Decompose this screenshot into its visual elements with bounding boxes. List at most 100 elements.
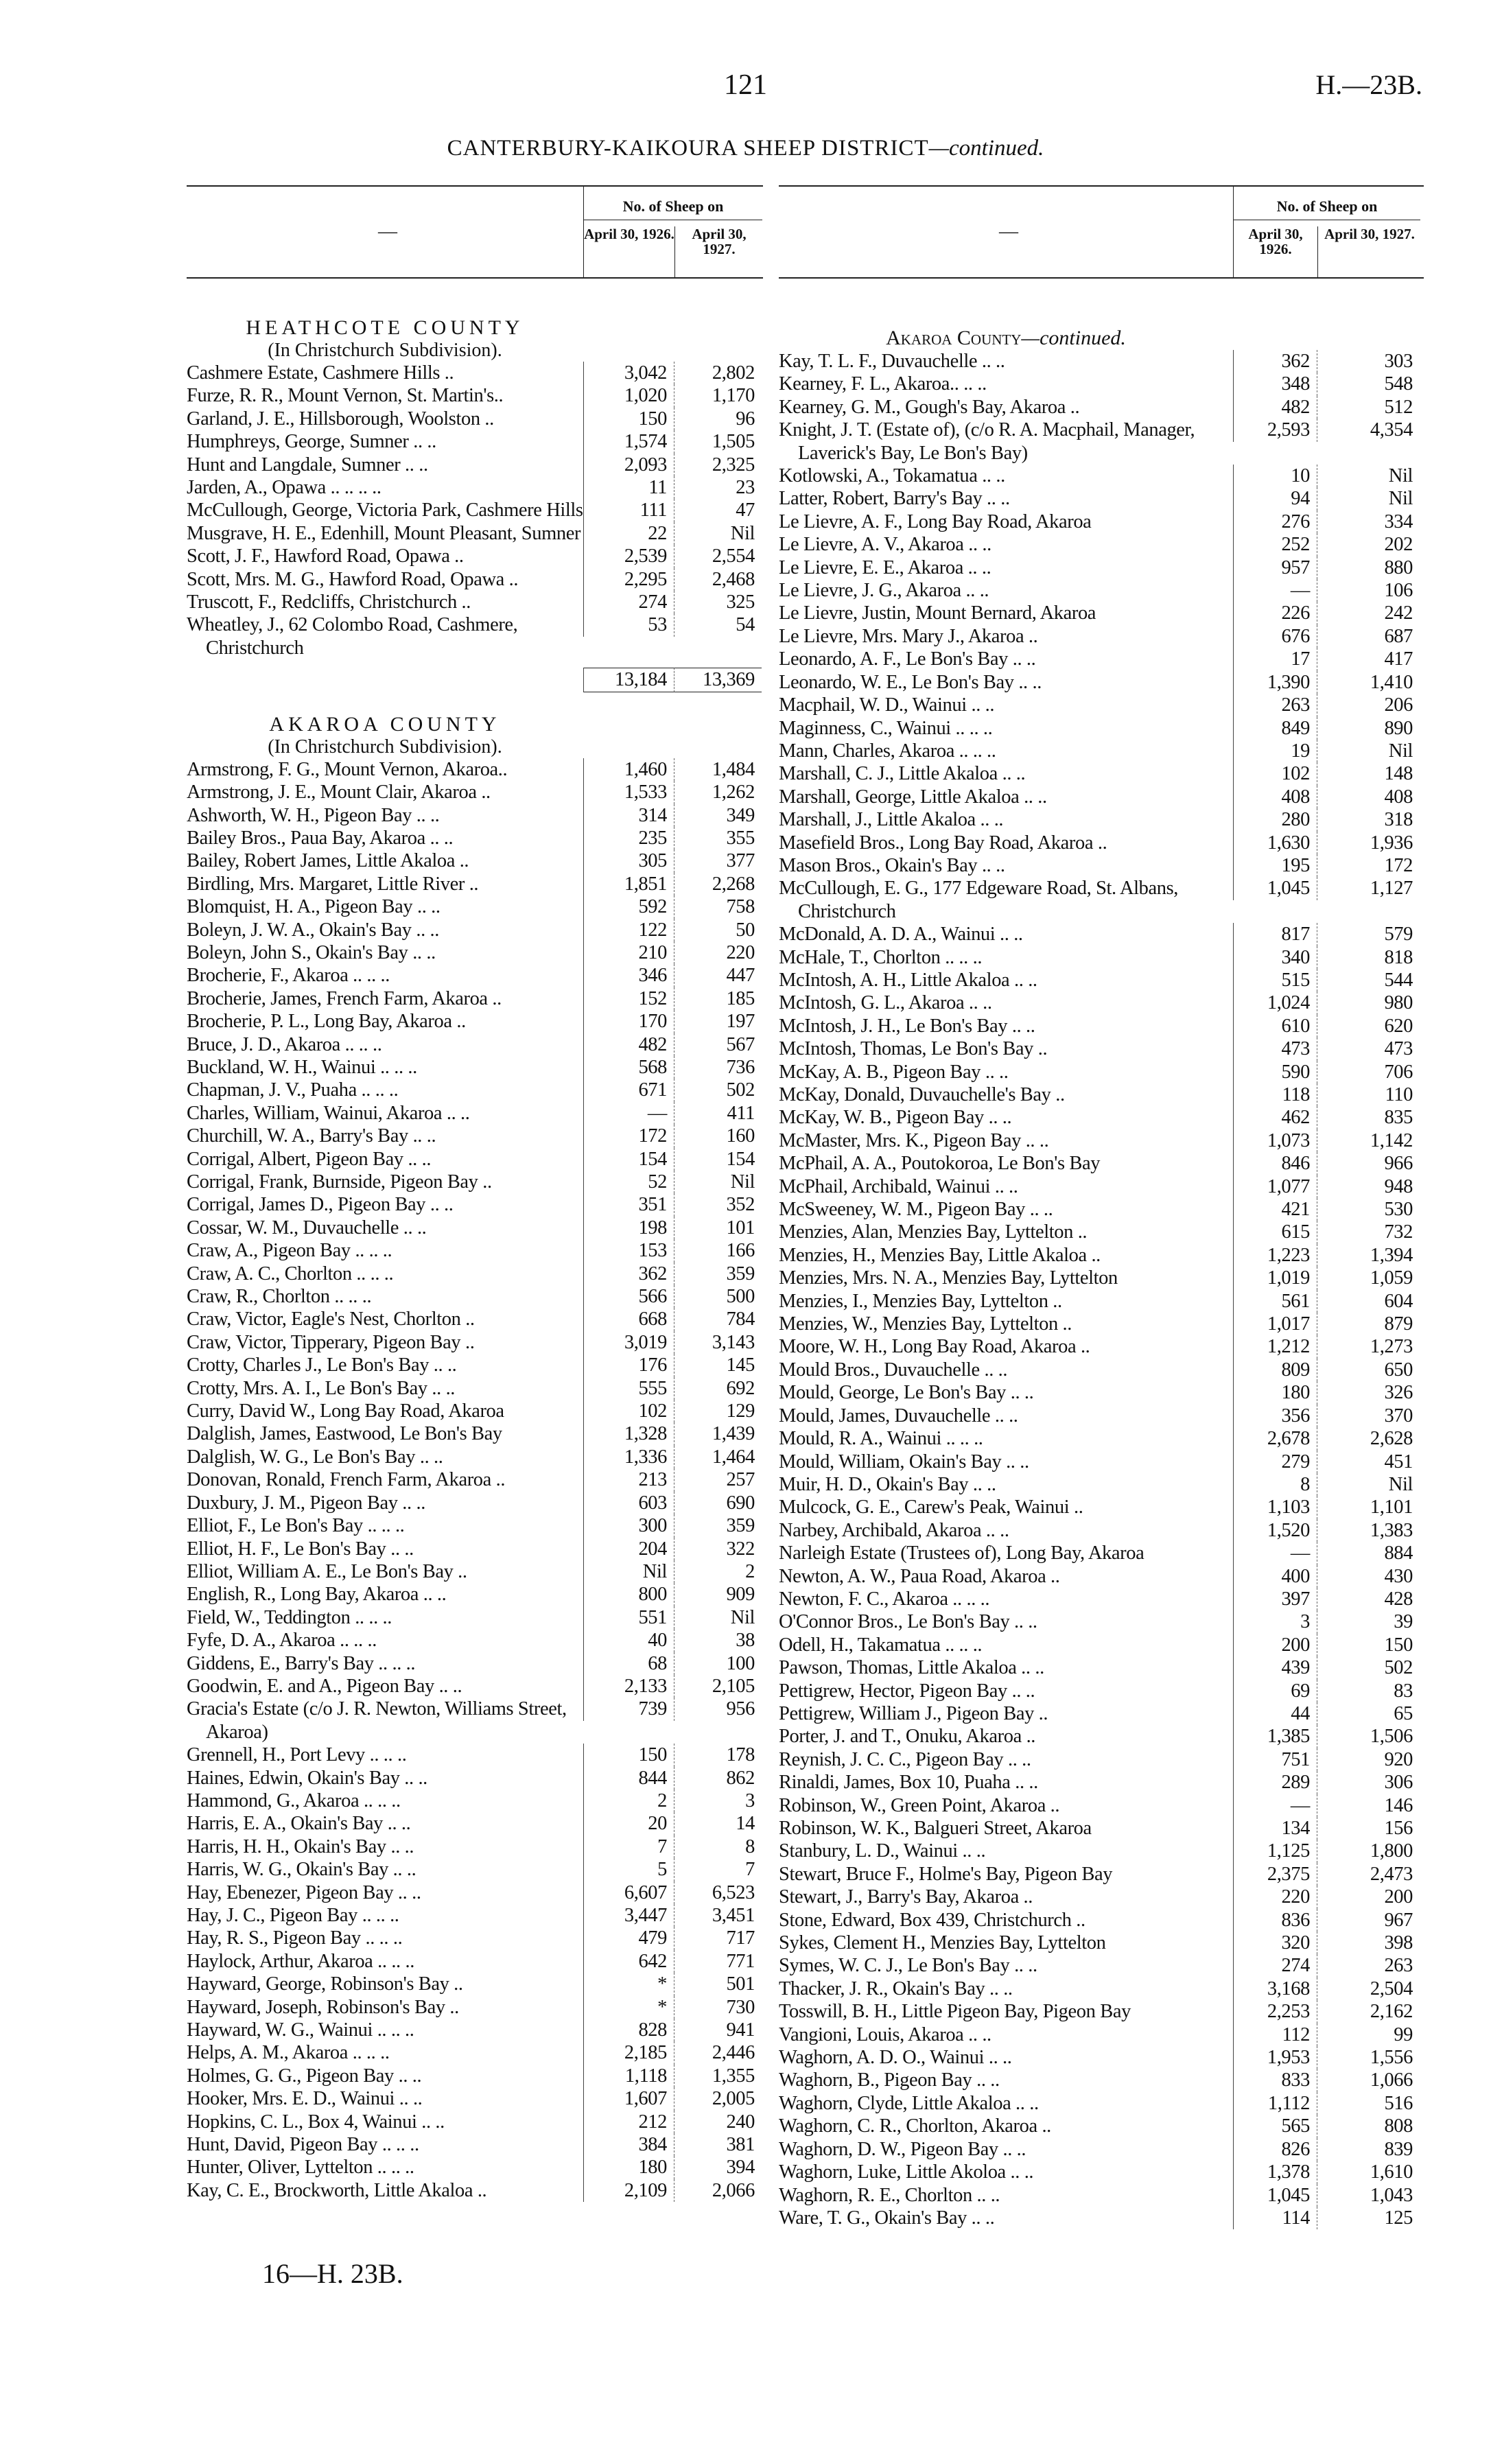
sheep-1926: 566 — [583, 1285, 674, 1309]
owner-name: Hooker, Mrs. E. D., Wainui .. .. — [187, 2088, 423, 2110]
owner-name: Hunt and Langdale, Sumner .. .. — [187, 454, 428, 476]
table-row: McIntosh, J. H., Le Bon's Bay .. .. 610 62… — [779, 1014, 1424, 1038]
sheep-1926: 198 — [583, 1216, 674, 1240]
owner-name: Holmes, G. G., Pigeon Bay .. .. — [187, 2065, 422, 2087]
sheep-1927: 1,439 — [674, 1422, 762, 1446]
sheep-1926: 112 — [1233, 2023, 1317, 2047]
table-row: Bailey, Robert James, Little Akaloa .. 30… — [187, 849, 763, 873]
sheep-1927: 2 — [674, 1560, 762, 1584]
owner-name: Hopkins, C. L., Box 4, Wainui .. .. — [187, 2111, 445, 2133]
table-row: Waghorn, A. D. O., Wainui .. .. 1,953 1,55… — [779, 2046, 1424, 2069]
sheep-1926: 515 — [1233, 968, 1317, 992]
sheep-1927: 530 — [1317, 1198, 1420, 1221]
table-row: Jarden, A., Opawa .. .. .. .. 11 23 — [187, 476, 763, 500]
table-row: Menzies, Mrs. N. A., Menzies Bay, Lyttel… — [779, 1267, 1424, 1290]
table-row: Helps, A. M., Akaroa .. .. .. 2,185 2,446 — [187, 2041, 763, 2065]
sheep-1926: 11 — [583, 476, 674, 500]
sheep-1926: 1,460 — [583, 758, 674, 782]
sheep-1926: 561 — [1233, 1289, 1317, 1313]
owner-name: Corrigal, Albert, Pigeon Bay .. .. — [187, 1148, 432, 1170]
sheep-1926: 340 — [1233, 946, 1317, 969]
owner-name: Menzies, I., Menzies Bay, Lyttelton .. — [779, 1290, 1062, 1312]
sheep-1927: 2,268 — [674, 872, 762, 896]
sheep-1927: 706 — [1317, 1060, 1420, 1083]
sheep-1927: Nil — [674, 1606, 762, 1630]
sheep-1926: 642 — [583, 1949, 674, 1973]
sheep-1927: 359 — [674, 1514, 762, 1538]
owner-name: McHale, T., Chorlton .. .. .. — [779, 946, 983, 968]
section-heading: Akaroa County—continued. — [779, 327, 1233, 350]
header-col-1927: April 30, 1927. — [1317, 226, 1421, 277]
table-row: Duxbury, J. M., Pigeon Bay .. .. 603 690 — [187, 1491, 763, 1515]
owner-name: Armstrong, F. G., Mount Vernon, Akaroa.. — [187, 758, 508, 780]
sheep-1926: 590 — [1233, 1060, 1317, 1083]
owner-name: Blomquist, H. A., Pigeon Bay .. .. — [187, 896, 441, 918]
owner-name: Bailey, Robert James, Little Akaloa .. — [187, 850, 469, 872]
sheep-1927: 730 — [674, 1995, 762, 2019]
sheep-1926: 1,125 — [1233, 1840, 1317, 1863]
owner-name: Mason Bros., Okain's Bay .. .. — [779, 854, 1005, 876]
sheep-1927: 263 — [1317, 1954, 1420, 1978]
sheep-1927: 784 — [674, 1308, 762, 1331]
sheep-1927: 2,446 — [674, 2041, 762, 2065]
sheep-1927: 106 — [1317, 579, 1420, 602]
owner-name: Hayward, George, Robinson's Bay .. — [187, 1973, 463, 1995]
table-row: McKay, Donald, Duvauchelle's Bay .. 118 11… — [779, 1083, 1424, 1107]
sheep-1927: 3 — [674, 1789, 762, 1813]
table-row: Donovan, Ronald, French Farm, Akaroa .. 2… — [187, 1468, 763, 1492]
owner-name: Hunter, Oliver, Lyttelton .. .. .. — [187, 2157, 414, 2179]
sheep-1927: 2,468 — [674, 567, 762, 591]
table-row: Dalglish, W. G., Le Bon's Bay .. .. 1,336… — [187, 1445, 763, 1469]
sheep-1927: 2,105 — [674, 1674, 762, 1698]
sheep-1927: 1,066 — [1317, 2069, 1420, 2092]
sheep-1927: 355 — [674, 826, 762, 850]
sheep-1926: 615 — [1233, 1221, 1317, 1244]
sheep-1927: 39 — [1317, 1610, 1420, 1634]
owner-name: Donovan, Ronald, French Farm, Akaroa .. — [187, 1469, 506, 1491]
sheep-1926: 1,385 — [1233, 1725, 1317, 1748]
table-row: Hay, Ebenezer, Pigeon Bay .. .. 6,607 6,52… — [187, 1881, 763, 1904]
owner-name: McSweeney, W. M., Pigeon Bay .. .. — [779, 1199, 1053, 1221]
sheep-1927: 1,556 — [1317, 2046, 1420, 2069]
table-row: Marshall, George, Little Akaloa .. .. 408… — [779, 785, 1424, 809]
sheep-1927: 2,162 — [1317, 2000, 1420, 2023]
sheep-1927: 1,610 — [1317, 2161, 1420, 2184]
owner-name: Boleyn, John S., Okain's Bay .. .. — [187, 941, 436, 963]
table-row: Odell, H., Takamatua .. .. .. 200 150 — [779, 1633, 1424, 1657]
section-heading-text: HEATHCOTE COUNTY — [246, 316, 524, 339]
sheep-1927: 240 — [674, 2110, 762, 2134]
sheep-1926: 482 — [1233, 395, 1317, 419]
table-row: Kotlowski, A., Tokamatua .. .. 10 Nil — [779, 465, 1424, 488]
header-col-1926: April 30, 1926. — [584, 226, 674, 242]
owner-name: Le Lievre, J. G., Akaroa .. .. — [779, 580, 989, 602]
table-row: Boleyn, John S., Okain's Bay .. .. 210 220 — [187, 941, 763, 965]
owner-name: Brocherie, P. L., Long Bay, Akaroa .. — [187, 1011, 466, 1033]
sheep-1926: 1,112 — [1233, 2091, 1317, 2115]
table-row: Newton, F. C., Akaroa .. .. .. 397 428 — [779, 1587, 1424, 1611]
owner-name: Mould, James, Duvauchelle .. .. — [779, 1405, 1018, 1427]
sheep-1926: — — [1233, 1794, 1317, 1817]
owner-name: Chapman, J. V., Puaha .. .. .. — [187, 1079, 399, 1101]
owner-name: Le Lievre, A. F., Long Bay Road, Akaroa — [779, 511, 1092, 532]
table-row: McKay, W. B., Pigeon Bay .. .. 462 835 — [779, 1106, 1424, 1129]
owner-name: Charles, William, Wainui, Akaroa .. .. — [187, 1102, 470, 1124]
table-row: Haylock, Arthur, Akaroa .. .. .. 642 771 — [187, 1949, 763, 1973]
sheep-1927: 318 — [1317, 808, 1420, 832]
owner-name: Narbey, Archibald, Akaroa .. .. — [779, 1519, 1009, 1541]
sheep-1927: 394 — [674, 2156, 762, 2179]
sheep-1926: 289 — [1233, 1771, 1317, 1794]
sheep-1927: 604 — [1317, 1289, 1420, 1313]
owner-name: Jarden, A., Opawa .. .. .. .. — [187, 477, 381, 499]
owner-name: Brocherie, F., Akaroa .. .. .. — [187, 965, 390, 987]
sheep-1927: 758 — [674, 895, 762, 919]
sheep-1927: 967 — [1317, 1908, 1420, 1932]
table-row: Narleigh Estate (Trustees of), Long Bay,… — [779, 1542, 1424, 1565]
sheep-1926: 44 — [1233, 1702, 1317, 1726]
sheep-1927: 879 — [1317, 1313, 1420, 1336]
sheep-1926: 844 — [583, 1766, 674, 1790]
table-row: Tosswill, B. H., Little Pigeon Bay, Pige… — [779, 2000, 1424, 2023]
sheep-1927: 1,355 — [674, 2064, 762, 2088]
owner-name: Marshall, George, Little Akaloa .. .. — [779, 786, 1047, 808]
sheep-1926: 17 — [1233, 648, 1317, 671]
sheep-1927: 909 — [674, 1583, 762, 1606]
